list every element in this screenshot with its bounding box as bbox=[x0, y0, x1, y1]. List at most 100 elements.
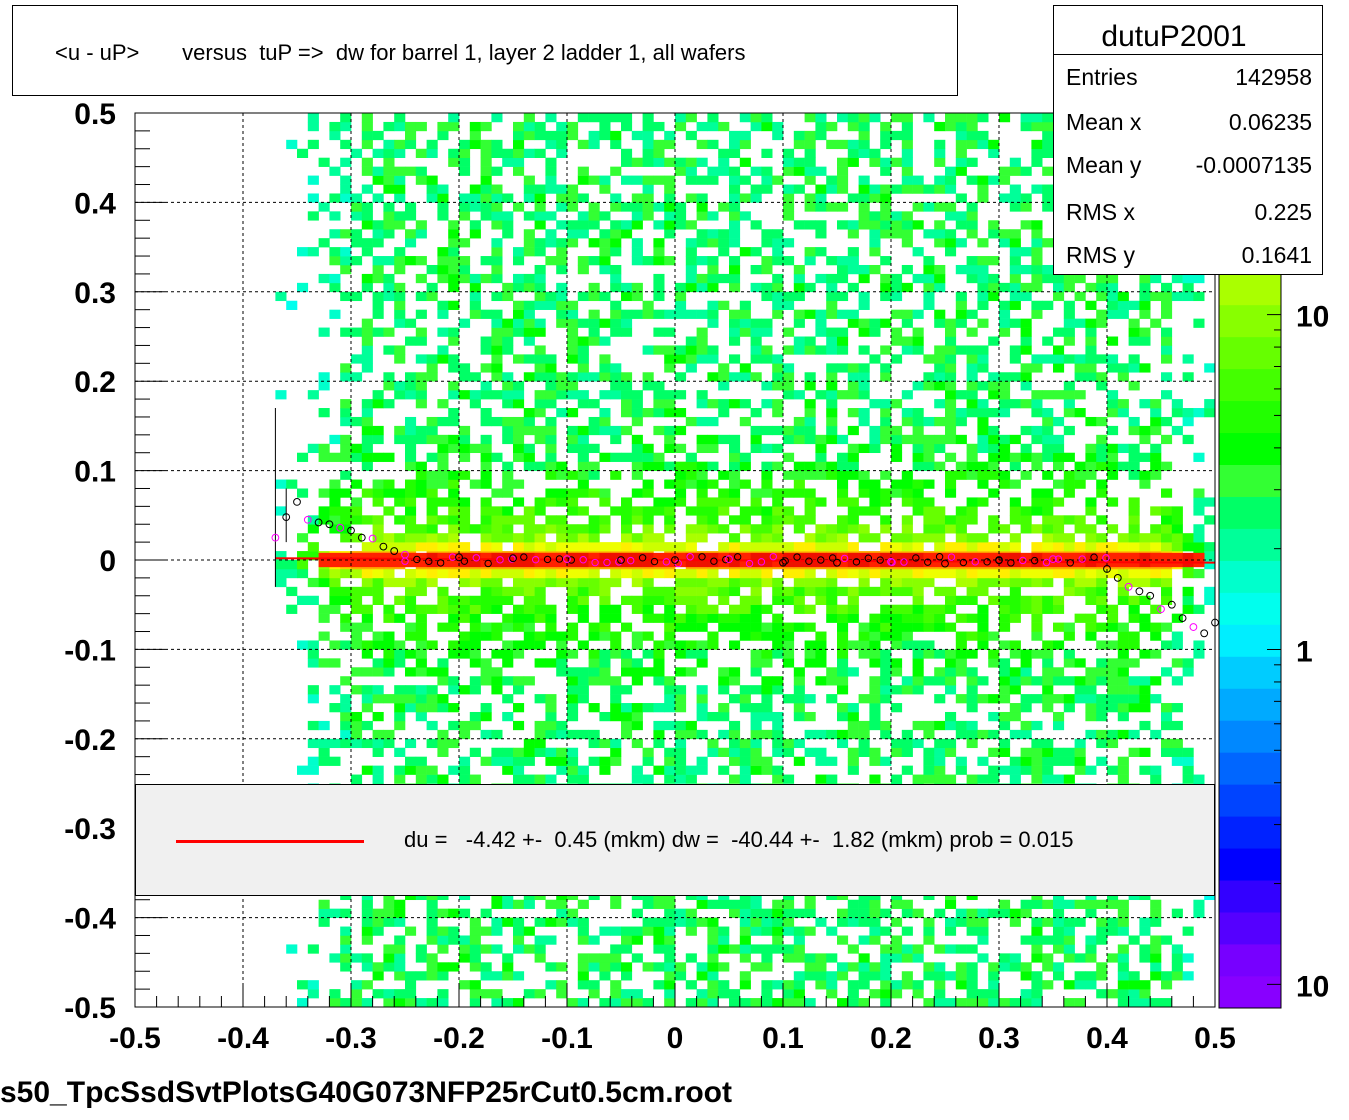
heatmap-cell bbox=[556, 908, 568, 918]
heatmap-cell bbox=[1096, 461, 1108, 471]
heatmap-cell bbox=[783, 640, 795, 650]
heatmap-cell bbox=[372, 166, 384, 176]
heatmap-cell bbox=[351, 256, 363, 266]
heatmap-cell bbox=[1020, 568, 1032, 579]
heatmap-cell bbox=[372, 193, 384, 203]
heatmap-cell bbox=[588, 470, 600, 480]
heatmap-cell bbox=[588, 631, 600, 641]
heatmap-cell bbox=[448, 264, 460, 275]
heatmap-cell bbox=[837, 264, 849, 275]
heatmap-cell bbox=[977, 622, 989, 632]
heatmap-cell bbox=[588, 488, 600, 498]
heatmap-cell bbox=[340, 399, 352, 409]
heatmap-cell bbox=[718, 622, 730, 632]
heatmap-cell bbox=[437, 202, 449, 212]
heatmap-cell bbox=[945, 720, 957, 731]
heatmap-cell bbox=[1128, 676, 1140, 686]
heatmap-cell bbox=[480, 408, 492, 418]
heatmap-cell bbox=[945, 247, 957, 257]
heatmap-cell bbox=[761, 381, 773, 391]
heatmap-cell bbox=[448, 113, 460, 123]
heatmap-cell bbox=[545, 631, 557, 641]
heatmap-cell bbox=[523, 989, 535, 999]
heatmap-cell bbox=[1161, 577, 1173, 588]
heatmap-cell bbox=[1031, 595, 1043, 605]
heatmap-cell bbox=[999, 166, 1011, 176]
heatmap-cell bbox=[340, 676, 352, 686]
heatmap-cell bbox=[858, 506, 870, 516]
heatmap-cell bbox=[361, 139, 373, 150]
heatmap-cell bbox=[307, 989, 319, 999]
heatmap-cell bbox=[502, 756, 514, 766]
heatmap-cell bbox=[1063, 998, 1075, 1008]
heatmap-cell bbox=[459, 264, 471, 275]
heatmap-cell bbox=[847, 765, 859, 775]
heatmap-cell bbox=[696, 497, 708, 507]
heatmap-cell bbox=[934, 533, 946, 543]
heatmap-cell bbox=[513, 139, 525, 150]
heatmap-cell bbox=[707, 711, 719, 722]
heatmap-cell bbox=[912, 461, 924, 471]
heatmap-cell bbox=[502, 595, 514, 605]
heatmap-cell bbox=[934, 667, 946, 677]
x-tick-label: 0.5 bbox=[1194, 1022, 1236, 1055]
heatmap-cell bbox=[869, 113, 881, 123]
heatmap-cell bbox=[405, 139, 417, 150]
heatmap-cell bbox=[556, 962, 568, 972]
heatmap-cell bbox=[1009, 765, 1021, 775]
heatmap-cell bbox=[880, 202, 892, 212]
profile-point bbox=[725, 555, 733, 564]
heatmap-cell bbox=[826, 184, 838, 194]
heatmap-cell bbox=[955, 300, 967, 310]
heatmap-cell bbox=[621, 121, 633, 132]
heatmap-cell bbox=[415, 971, 427, 981]
heatmap-cell bbox=[1096, 318, 1108, 328]
heatmap-cell bbox=[599, 408, 611, 418]
heatmap-cell bbox=[739, 515, 751, 525]
heatmap-cell bbox=[545, 917, 557, 927]
heatmap-cell bbox=[448, 470, 460, 480]
heatmap-cell bbox=[729, 989, 741, 999]
heatmap-cell bbox=[945, 336, 957, 346]
heatmap-cell bbox=[329, 756, 341, 766]
heatmap-cell bbox=[577, 577, 589, 588]
heatmap-cell bbox=[945, 926, 957, 936]
heatmap-cell bbox=[653, 738, 665, 749]
heatmap-cell bbox=[340, 515, 352, 525]
heatmap-cell bbox=[923, 747, 935, 757]
heatmap-cell bbox=[891, 282, 903, 293]
heatmap-cell bbox=[545, 229, 557, 239]
heatmap-cell bbox=[1020, 667, 1032, 677]
heatmap-cell bbox=[1107, 399, 1119, 409]
heatmap-cell bbox=[999, 479, 1011, 489]
heatmap-cell bbox=[837, 113, 849, 123]
heatmap-cell bbox=[491, 264, 503, 275]
heatmap-cell bbox=[415, 390, 427, 400]
heatmap-cell bbox=[804, 971, 816, 981]
heatmap-cell bbox=[912, 908, 924, 918]
heatmap-cell bbox=[523, 443, 535, 454]
heatmap-cell bbox=[513, 533, 525, 543]
heatmap-cell bbox=[297, 568, 309, 579]
heatmap-cell bbox=[934, 765, 946, 775]
profile-point bbox=[1066, 559, 1074, 567]
heatmap-cell bbox=[912, 327, 924, 337]
profile-point bbox=[650, 557, 659, 566]
heatmap-cell bbox=[675, 282, 687, 293]
heatmap-cell bbox=[318, 443, 330, 454]
heatmap-cell bbox=[610, 640, 622, 650]
heatmap-cell bbox=[1085, 497, 1097, 507]
heatmap-cell bbox=[534, 318, 546, 328]
heatmap-cell bbox=[1204, 595, 1216, 605]
heatmap-cell bbox=[631, 953, 643, 963]
heatmap-cell bbox=[1161, 542, 1173, 552]
heatmap-cell bbox=[545, 756, 557, 766]
heatmap-cell bbox=[675, 694, 687, 704]
heatmap-cell bbox=[891, 130, 903, 141]
heatmap-cell bbox=[394, 765, 406, 775]
heatmap-cell bbox=[1182, 774, 1194, 784]
heatmap-cell bbox=[502, 962, 514, 972]
heatmap-cell bbox=[642, 256, 654, 266]
heatmap-cell bbox=[955, 515, 967, 525]
heatmap-cell bbox=[945, 238, 957, 248]
